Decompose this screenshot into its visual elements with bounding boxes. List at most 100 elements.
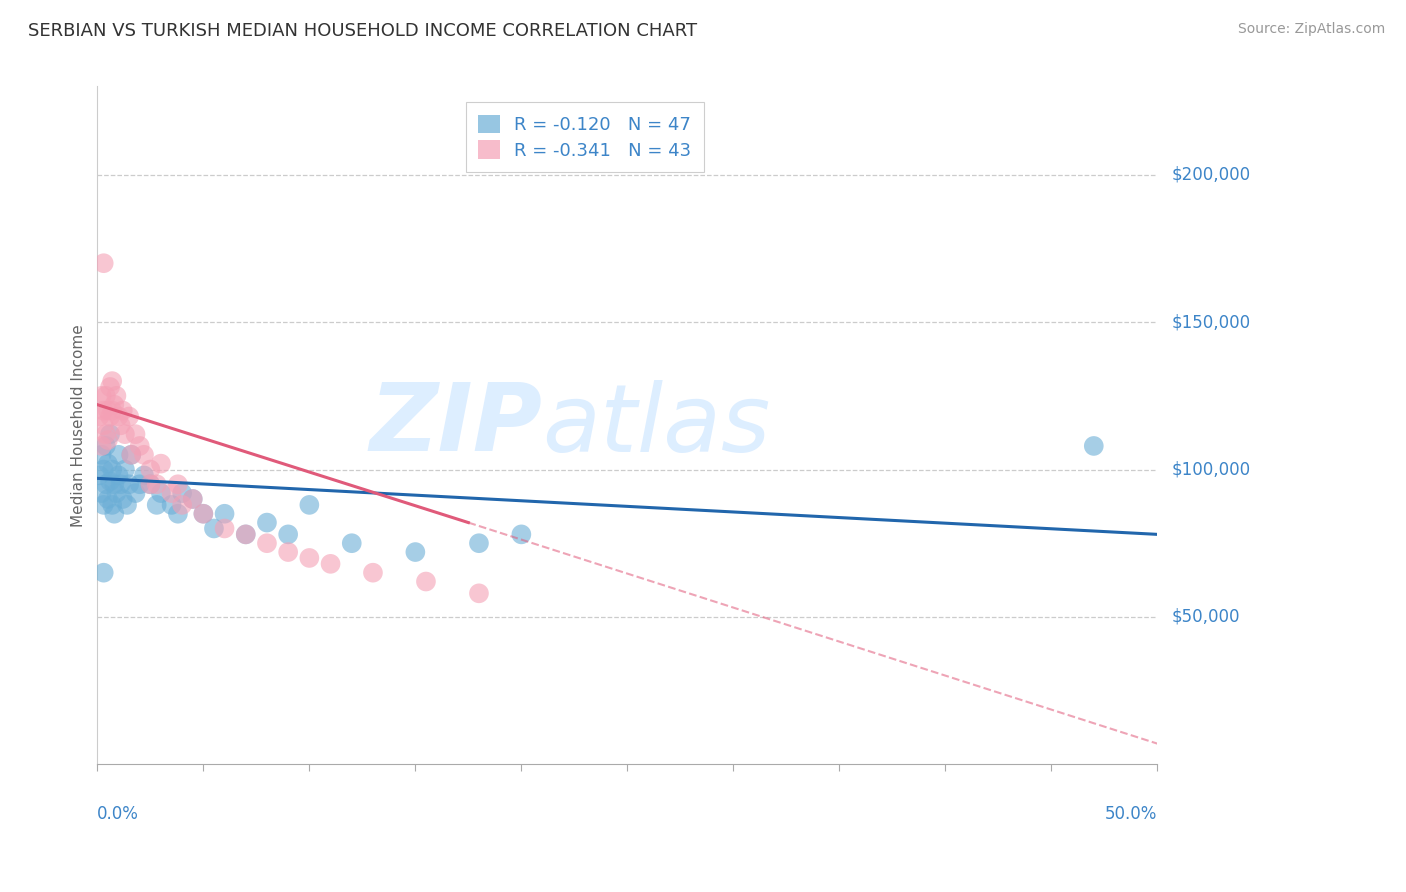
Point — [120, 448, 142, 462]
Point — [90, 389, 112, 403]
Point — [202, 521, 225, 535]
Point — [277, 545, 299, 559]
Point — [149, 486, 172, 500]
Point — [111, 403, 134, 417]
Y-axis label: Median Household Income: Median Household Income — [72, 324, 86, 526]
Point — [415, 574, 437, 589]
Point — [160, 498, 183, 512]
Point — [97, 457, 120, 471]
Point — [107, 409, 129, 424]
Text: ZIP: ZIP — [370, 379, 543, 471]
Point — [132, 468, 155, 483]
Point — [361, 566, 384, 580]
Text: atlas: atlas — [543, 380, 770, 471]
Text: $100,000: $100,000 — [1171, 460, 1250, 478]
Point — [94, 389, 117, 403]
Point — [468, 586, 491, 600]
Point — [103, 398, 125, 412]
Point — [298, 551, 321, 566]
Point — [167, 507, 190, 521]
Point — [298, 498, 321, 512]
Point — [93, 566, 115, 580]
Text: Source: ZipAtlas.com: Source: ZipAtlas.com — [1237, 22, 1385, 37]
Point — [172, 498, 194, 512]
Point — [404, 545, 426, 559]
Point — [160, 486, 183, 500]
Point — [277, 527, 299, 541]
Point — [468, 536, 491, 550]
Point — [139, 462, 162, 476]
Point — [172, 486, 194, 500]
Point — [105, 389, 128, 403]
Point — [110, 418, 132, 433]
Point — [181, 491, 204, 506]
Point — [167, 477, 190, 491]
Point — [128, 439, 150, 453]
Point — [139, 477, 162, 491]
Point — [115, 498, 138, 512]
Point — [93, 256, 115, 270]
Point — [214, 507, 236, 521]
Text: SERBIAN VS TURKISH MEDIAN HOUSEHOLD INCOME CORRELATION CHART: SERBIAN VS TURKISH MEDIAN HOUSEHOLD INCO… — [28, 22, 697, 40]
Point — [98, 409, 121, 424]
Point — [120, 448, 142, 462]
Point — [149, 457, 172, 471]
Point — [97, 403, 120, 417]
Point — [105, 486, 128, 500]
Point — [93, 498, 115, 512]
Point — [94, 439, 117, 453]
Point — [214, 521, 236, 535]
Point — [98, 475, 121, 489]
Text: $200,000: $200,000 — [1171, 166, 1250, 184]
Point — [181, 491, 204, 506]
Point — [139, 477, 162, 491]
Point — [89, 409, 111, 424]
Point — [103, 477, 125, 491]
Point — [89, 468, 111, 483]
Text: $50,000: $50,000 — [1171, 607, 1240, 626]
Point — [90, 439, 112, 453]
Point — [235, 527, 257, 541]
Point — [145, 498, 167, 512]
Text: 0.0%: 0.0% — [97, 805, 139, 823]
Point — [94, 427, 117, 442]
Point — [107, 448, 129, 462]
Point — [340, 536, 363, 550]
Point — [128, 477, 150, 491]
Point — [98, 380, 121, 394]
Point — [101, 403, 124, 417]
Point — [256, 516, 278, 530]
Point — [111, 491, 134, 506]
Point — [193, 507, 215, 521]
Point — [101, 498, 124, 512]
Point — [98, 427, 121, 442]
Point — [193, 507, 215, 521]
Point — [1083, 439, 1105, 453]
Text: $150,000: $150,000 — [1171, 313, 1250, 331]
Point — [97, 491, 120, 506]
Point — [114, 462, 136, 476]
Point — [93, 462, 115, 476]
Point — [118, 409, 141, 424]
Point — [256, 536, 278, 550]
Point — [103, 507, 125, 521]
Point — [93, 403, 115, 417]
Point — [124, 427, 146, 442]
Point — [124, 486, 146, 500]
Point — [110, 477, 132, 491]
Point — [93, 418, 115, 433]
Text: 50.0%: 50.0% — [1105, 805, 1157, 823]
Point — [107, 468, 129, 483]
Point — [510, 527, 533, 541]
Point — [145, 477, 167, 491]
Point — [101, 374, 124, 388]
Point — [132, 448, 155, 462]
Point — [94, 477, 117, 491]
Legend: R = -0.120   N = 47, R = -0.341   N = 43: R = -0.120 N = 47, R = -0.341 N = 43 — [465, 103, 704, 172]
Point — [235, 527, 257, 541]
Point — [114, 427, 136, 442]
Point — [90, 486, 112, 500]
Point — [90, 448, 112, 462]
Point — [97, 433, 120, 447]
Point — [319, 557, 342, 571]
